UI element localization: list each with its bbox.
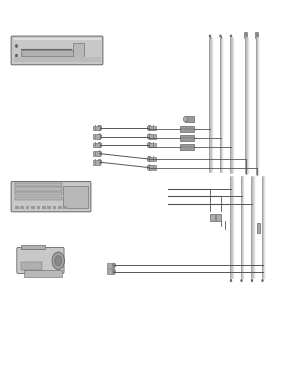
Bar: [149, 157, 156, 161]
Bar: [94, 142, 96, 148]
Circle shape: [15, 44, 18, 48]
Bar: [244, 32, 247, 38]
Bar: [47, 206, 51, 209]
Bar: [255, 32, 258, 38]
Circle shape: [240, 279, 243, 282]
Bar: [31, 206, 35, 209]
Bar: [21, 50, 77, 56]
Bar: [93, 143, 100, 147]
Bar: [14, 38, 101, 40]
Circle shape: [230, 279, 232, 282]
Circle shape: [147, 156, 152, 162]
Bar: [185, 116, 194, 122]
Bar: [64, 206, 67, 209]
Ellipse shape: [55, 256, 62, 266]
Bar: [15, 206, 19, 209]
Bar: [37, 206, 40, 209]
Circle shape: [112, 263, 116, 268]
Circle shape: [147, 165, 152, 170]
Bar: [93, 134, 100, 139]
Circle shape: [147, 134, 152, 139]
Bar: [153, 125, 154, 131]
Circle shape: [147, 142, 152, 148]
Bar: [149, 126, 156, 130]
FancyBboxPatch shape: [11, 182, 91, 212]
Bar: [26, 206, 29, 209]
Circle shape: [251, 279, 253, 282]
Bar: [15, 192, 62, 195]
Bar: [93, 126, 100, 130]
Bar: [180, 144, 194, 150]
Circle shape: [15, 54, 18, 58]
Bar: [15, 183, 62, 186]
Bar: [21, 262, 42, 270]
Circle shape: [98, 151, 102, 156]
Circle shape: [98, 125, 102, 131]
Bar: [180, 126, 194, 132]
Circle shape: [209, 35, 211, 38]
Bar: [149, 143, 156, 147]
Bar: [93, 160, 100, 165]
Circle shape: [219, 35, 222, 38]
Bar: [93, 151, 100, 156]
Bar: [153, 165, 154, 170]
Circle shape: [98, 142, 102, 148]
Bar: [21, 245, 45, 249]
Bar: [153, 134, 154, 139]
Bar: [94, 159, 96, 165]
Circle shape: [98, 134, 102, 139]
Bar: [63, 186, 88, 208]
Bar: [106, 269, 114, 274]
Bar: [256, 223, 260, 233]
Bar: [15, 187, 62, 191]
Bar: [24, 270, 62, 277]
Circle shape: [183, 116, 188, 122]
FancyBboxPatch shape: [17, 248, 64, 274]
Bar: [153, 156, 154, 162]
Bar: [42, 206, 46, 209]
Bar: [180, 135, 194, 141]
Circle shape: [230, 35, 232, 38]
Circle shape: [147, 125, 152, 131]
Bar: [14, 57, 101, 62]
FancyBboxPatch shape: [11, 36, 103, 65]
Ellipse shape: [52, 252, 64, 270]
Bar: [15, 197, 62, 200]
Circle shape: [261, 279, 264, 282]
Bar: [216, 214, 220, 221]
Circle shape: [113, 264, 115, 267]
Circle shape: [112, 269, 116, 274]
Bar: [153, 142, 154, 148]
Bar: [149, 165, 156, 170]
Bar: [20, 206, 24, 209]
Bar: [94, 125, 96, 131]
Bar: [94, 134, 96, 139]
Bar: [106, 263, 114, 268]
Bar: [94, 151, 96, 156]
Bar: [73, 43, 84, 58]
Bar: [58, 206, 62, 209]
Bar: [149, 134, 156, 139]
Circle shape: [98, 159, 102, 165]
Bar: [210, 214, 214, 221]
Circle shape: [113, 270, 115, 273]
Bar: [53, 206, 56, 209]
